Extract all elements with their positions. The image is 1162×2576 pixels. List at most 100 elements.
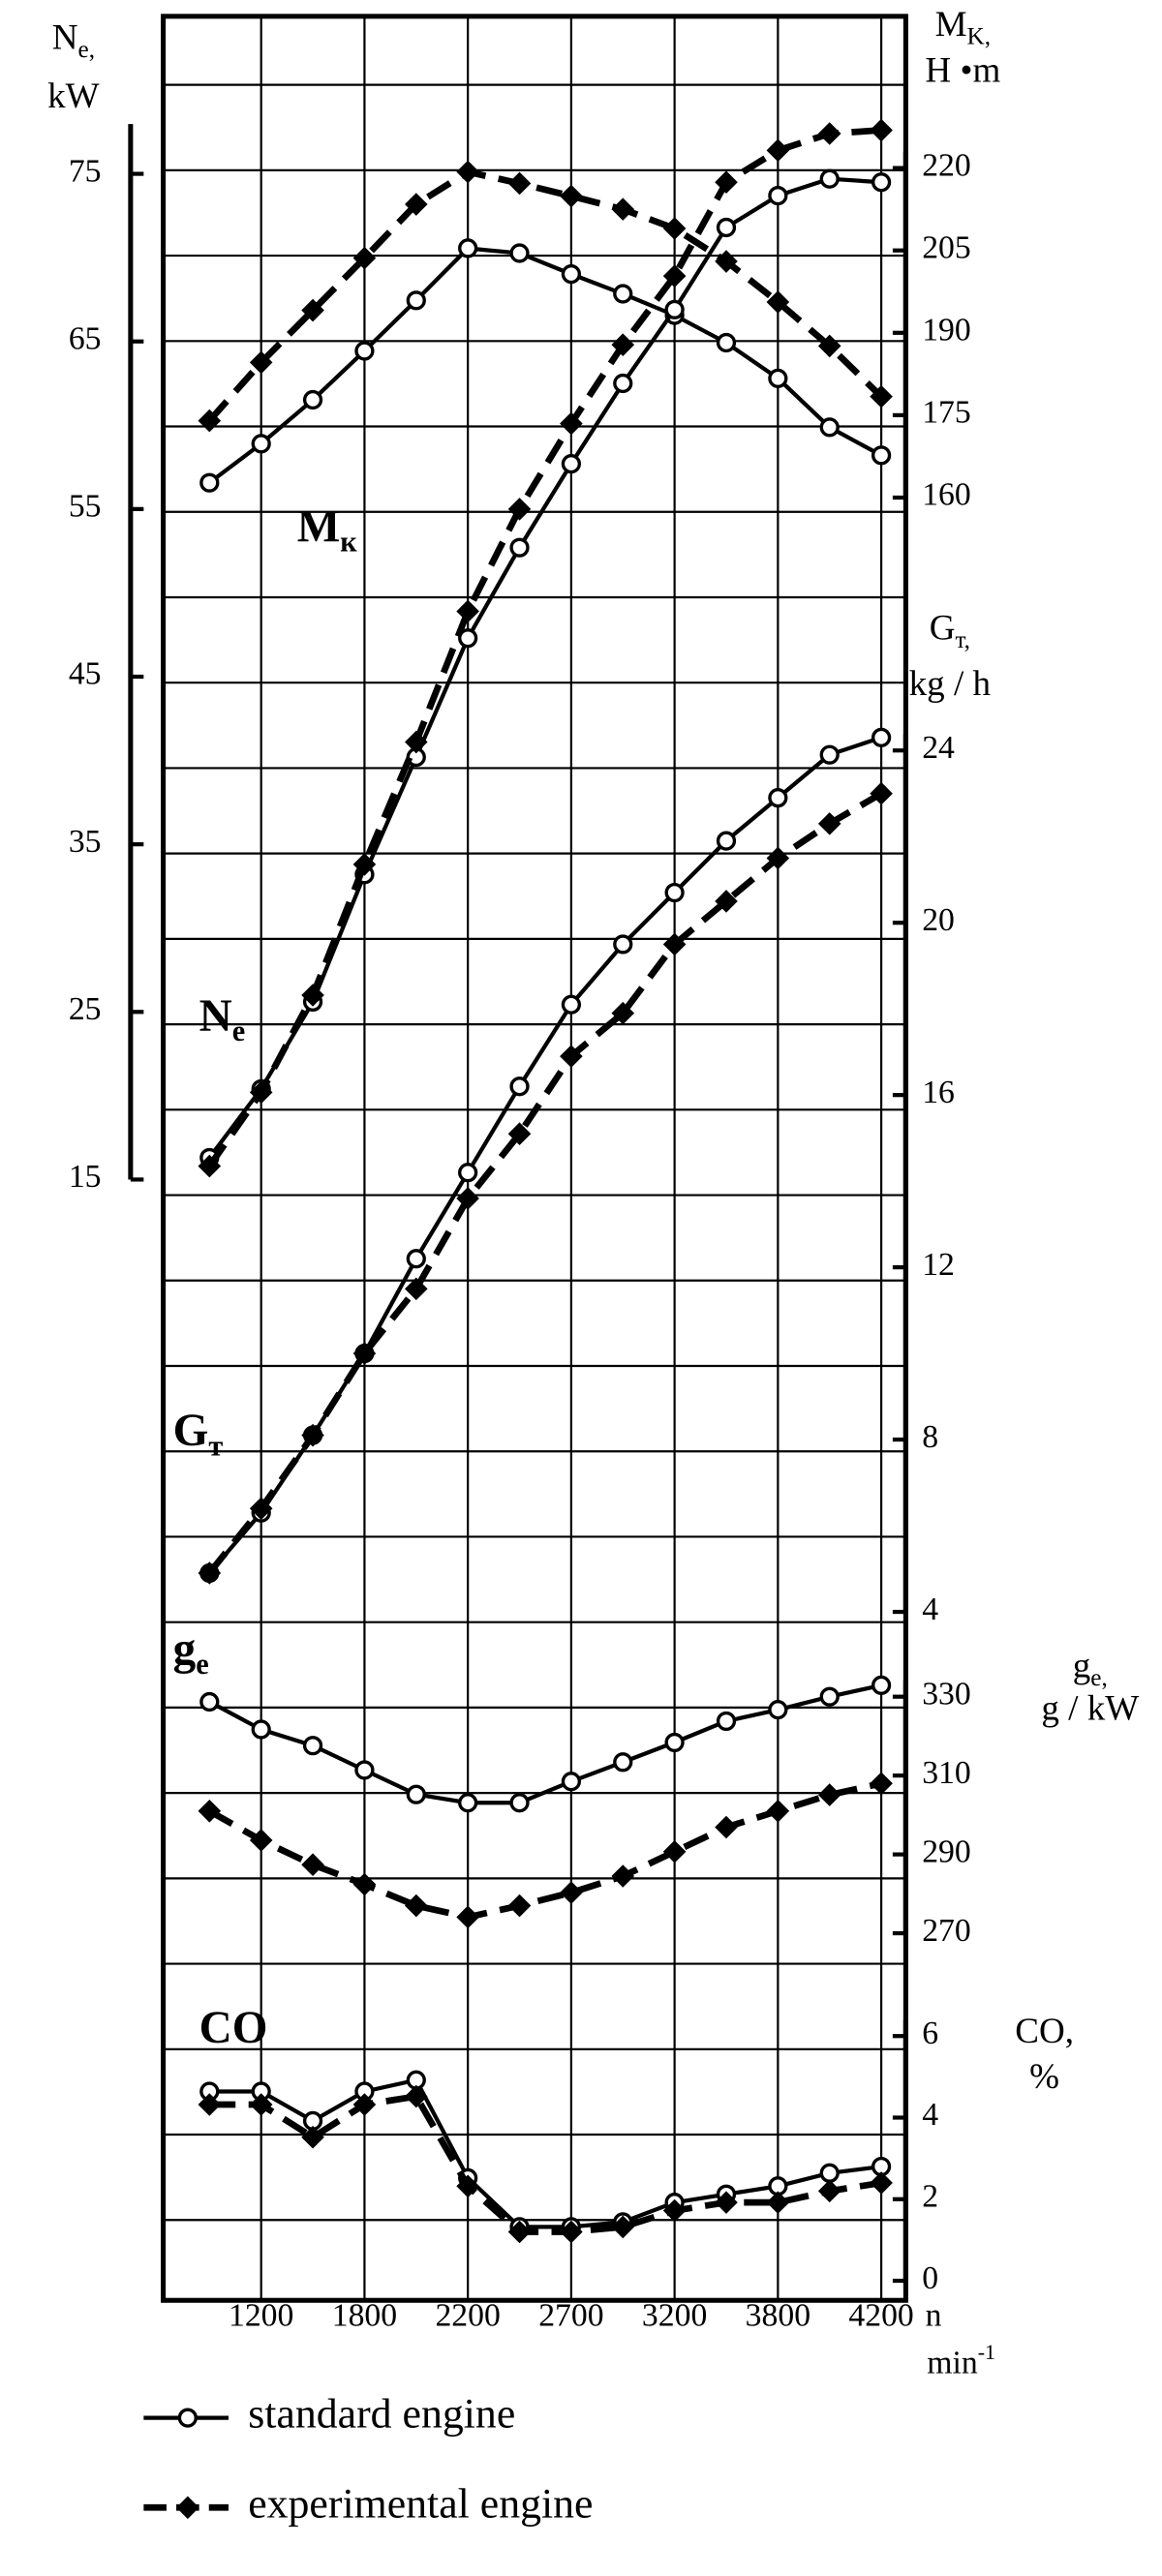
y-tick-label: 330 [922,1676,971,1712]
axis-title: Gт, [930,609,970,653]
data-point [456,599,479,623]
axis-unit: kg / h [909,664,992,704]
curve-label: Gт [173,1406,224,1462]
x-tick-label: 3200 [642,2298,707,2334]
axis-title-symbol: g [1073,1646,1091,1685]
y-tick-label: 12 [922,1247,955,1283]
data-point [456,1905,479,1929]
data-point [715,1815,738,1839]
data-point [662,1839,687,1864]
axis-title-sub: e, [77,36,95,63]
axis-title-symbol: G [930,609,956,649]
legend-marker [176,2496,199,2520]
x-axis-unit: min-1 [927,2340,995,2381]
series-line [206,168,884,423]
data-point [560,1881,583,1904]
y-tick-label: 20 [922,902,955,938]
data-point [613,284,633,304]
plot-frame [161,14,908,2303]
axis-title: ge, [1073,1646,1108,1690]
curve-label-symbol: CO [199,2003,268,2053]
y-tick-label: 175 [922,395,971,431]
y-tick-label: 190 [922,313,971,349]
data-point [354,1760,375,1780]
data-point [251,1719,271,1740]
data-point [871,727,892,747]
y-tick-label: 205 [922,229,971,265]
data-point [560,184,583,208]
data-point [662,932,687,956]
data-point [613,1752,633,1773]
curve-label-sub: e [232,1015,245,1047]
data-point [613,934,633,955]
data-point [871,1675,892,1695]
data-point [870,384,893,409]
axis-unit: g / kW [1041,1688,1139,1728]
data-point [509,1793,530,1813]
curve-label-sub: т [208,1429,223,1462]
data-point [768,368,788,389]
series-line [207,735,882,1575]
data-point [716,217,737,238]
data-point [352,1872,377,1896]
x-tick-label: 2200 [435,2298,500,2334]
axis-unit: H •m [925,50,1000,90]
data-point [509,1076,530,1097]
y-tick-label: 160 [922,477,971,513]
data-point [819,1686,840,1707]
data-point [664,1732,685,1753]
data-point [664,882,685,903]
axis-title-sub: т, [956,626,970,653]
data-point [507,498,532,521]
data-point [561,1772,582,1792]
data-point [458,628,478,649]
data-point [509,243,530,263]
data-point [766,2191,790,2214]
data-point [870,781,893,805]
y-tick-label: 0 [922,2260,938,2296]
curve-label-symbol: g [173,1624,197,1675]
data-point [507,171,532,196]
y-tick-label: 290 [922,1834,971,1869]
data-point [561,453,582,474]
data-point [819,417,840,438]
curve-label-sub: к [340,526,357,559]
data-point [354,341,375,361]
data-point [768,1700,788,1720]
data-point [406,290,426,311]
curve-label-symbol: G [173,1406,209,1456]
axis-title-sub: e, [1090,1664,1108,1691]
data-point [198,1154,222,1178]
data-point [819,2163,840,2183]
data-point [766,1800,790,1823]
legend-marker [177,2408,198,2428]
axis-title: CO, [1015,2012,1074,2051]
data-point [302,1736,323,1756]
data-point [301,984,324,1007]
data-point [507,1894,532,1918]
data-point [817,2179,841,2203]
data-point [716,332,737,353]
data-point [817,122,841,145]
curve-label: ge [173,1624,209,1681]
data-point [817,1783,841,1806]
data-point [456,1187,479,1210]
data-point [819,744,840,765]
curve-label: CO [199,2003,268,2053]
data-point [766,138,790,163]
data-point [251,434,271,454]
data-point [458,1793,478,1813]
data-point [768,788,788,808]
y-tick-label: 6 [922,2015,938,2051]
data-point [611,197,635,221]
y-tick-label: 4 [922,1591,938,1627]
y-tick-label: 4 [922,2097,938,2133]
data-point [406,1249,426,1269]
y-tick-label: 25 [69,991,102,1027]
x-tick-label: 2700 [538,2298,603,2334]
data-point [662,264,687,288]
legend-label: standard engine [248,2391,515,2438]
data-point [871,445,892,466]
x-tick-label: 3800 [746,2298,810,2334]
data-point [198,1800,222,1823]
